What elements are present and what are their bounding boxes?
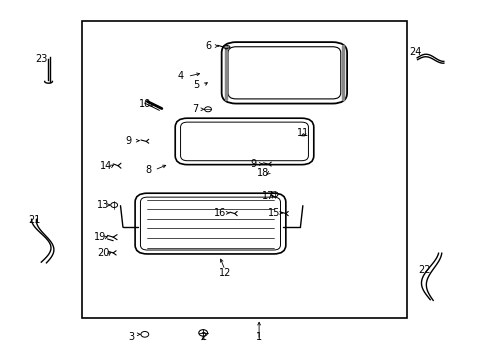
Text: 12: 12	[219, 268, 231, 278]
Text: 9: 9	[125, 136, 132, 146]
Text: 7: 7	[191, 104, 198, 114]
Text: 18: 18	[256, 168, 268, 178]
Text: 22: 22	[417, 265, 430, 275]
FancyBboxPatch shape	[135, 193, 285, 254]
Text: 8: 8	[145, 165, 151, 175]
Text: 6: 6	[204, 41, 211, 51]
Text: 14: 14	[100, 161, 112, 171]
Text: 3: 3	[128, 332, 135, 342]
Text: 4: 4	[177, 71, 183, 81]
Text: 23: 23	[35, 54, 47, 64]
Text: 9: 9	[250, 159, 256, 169]
Text: 10: 10	[139, 99, 151, 109]
Text: 13: 13	[97, 200, 109, 210]
FancyBboxPatch shape	[175, 118, 313, 165]
Bar	[81, 21, 407, 318]
Text: 11: 11	[296, 128, 308, 138]
Text: 19: 19	[93, 232, 105, 242]
Text: 21: 21	[28, 215, 41, 225]
Text: 20: 20	[97, 248, 109, 258]
Text: 24: 24	[408, 47, 421, 57]
Text: 5: 5	[192, 80, 199, 90]
Text: 17: 17	[261, 191, 273, 201]
FancyBboxPatch shape	[221, 42, 346, 104]
Text: 2: 2	[200, 332, 206, 342]
Text: 16: 16	[214, 208, 226, 218]
Text: 1: 1	[256, 332, 262, 342]
Text: 15: 15	[267, 208, 279, 218]
